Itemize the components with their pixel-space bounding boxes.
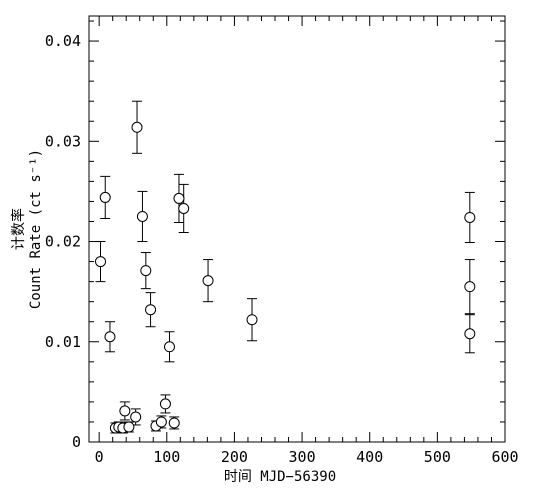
data-point [104, 331, 116, 343]
y-tick-label: 0.04 [45, 32, 81, 50]
y-tick-label: 0 [72, 433, 81, 451]
y-tick-label: 0.01 [45, 333, 81, 351]
data-point [131, 121, 143, 133]
data-point [94, 256, 106, 268]
data-point [155, 416, 167, 428]
data-point [464, 211, 476, 223]
data-point [173, 192, 185, 204]
y-axis-title: Count Rate (ct s⁻¹) [28, 149, 44, 309]
data-point [178, 202, 190, 214]
x-tick-label: 100 [153, 448, 180, 466]
x-tick-label: 200 [221, 448, 248, 466]
plot-frame [88, 15, 506, 443]
data-point [119, 405, 131, 417]
error-bars [95, 100, 475, 434]
x-tick-label: 400 [356, 448, 383, 466]
data-point [168, 417, 180, 429]
data-point [246, 314, 258, 326]
x-tick-label: 500 [424, 448, 451, 466]
tick-marks [89, 16, 506, 443]
data-markers [94, 121, 476, 434]
y-tick-label: 0.03 [45, 132, 81, 150]
data-point [130, 411, 142, 423]
tick-labels: 0 100 200 300 400 500 600 0 0.01 0.02 0.03 0.04 [45, 32, 519, 466]
data-point [99, 191, 111, 203]
y-axis-title-prefix: 计数率 [10, 208, 27, 250]
data-point [464, 281, 476, 293]
data-point [202, 275, 214, 287]
data-point [136, 210, 148, 222]
y-axis-title-group: Count Rate (ct s⁻¹) 计数率 [10, 149, 44, 309]
x-axis-title: 时间 MJD−56390 [224, 469, 336, 485]
x-tick-label: 600 [491, 448, 518, 466]
data-point [163, 341, 175, 353]
data-point [145, 304, 157, 316]
data-point [123, 421, 135, 433]
data-point [464, 328, 476, 340]
x-tick-label: 0 [95, 448, 104, 466]
y-tick-label: 0.02 [45, 233, 81, 251]
data-point [159, 398, 171, 410]
data-point [140, 265, 152, 277]
x-tick-label: 300 [289, 448, 316, 466]
